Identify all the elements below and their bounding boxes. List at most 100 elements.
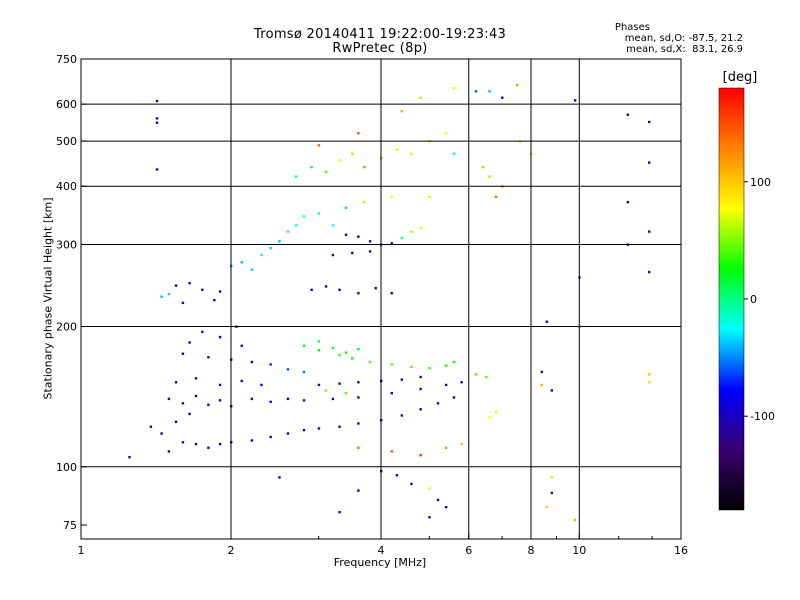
data-point <box>194 442 198 446</box>
data-point <box>278 476 281 479</box>
data-point <box>160 295 163 298</box>
data-point <box>286 432 290 435</box>
data-point <box>207 446 210 449</box>
colorbar-tick-label: 100 <box>750 176 771 189</box>
data-point <box>286 368 290 371</box>
data-point <box>317 383 321 387</box>
data-point <box>317 144 321 147</box>
data-point <box>488 175 491 178</box>
data-point <box>545 505 549 509</box>
data-point <box>174 381 178 384</box>
data-point <box>419 387 422 391</box>
data-point <box>302 215 306 218</box>
data-point <box>436 498 440 502</box>
colorbar-unit-label: [deg] <box>722 70 758 85</box>
data-point <box>344 392 348 395</box>
data-point <box>344 233 348 236</box>
data-point <box>573 99 577 102</box>
data-point <box>351 357 354 360</box>
data-point <box>324 285 328 288</box>
data-point <box>310 288 313 292</box>
data-point <box>419 96 422 99</box>
data-point <box>545 320 549 323</box>
data-point <box>344 206 348 209</box>
data-point <box>395 474 399 477</box>
data-point <box>390 242 393 245</box>
data-point <box>250 397 254 401</box>
data-point <box>516 83 519 87</box>
data-point <box>390 392 393 395</box>
data-point <box>218 335 222 339</box>
data-point <box>410 365 413 369</box>
data-point <box>149 425 153 428</box>
data-point <box>286 397 290 401</box>
data-point <box>338 382 341 385</box>
data-point <box>260 253 263 257</box>
data-point <box>201 330 204 334</box>
data-point <box>460 381 463 384</box>
data-point <box>410 152 413 155</box>
data-point <box>269 435 272 439</box>
data-point <box>317 427 321 430</box>
data-point <box>338 159 341 162</box>
data-point <box>317 212 321 215</box>
data-point <box>278 240 281 243</box>
y-axis-ticks: 75 100 200 300 400 500 600 750 <box>56 53 87 532</box>
data-point <box>260 383 263 387</box>
x-tick-label: 1 <box>78 544 85 557</box>
y-axis-label: Stationary phase Virtual Height [km] <box>41 197 55 400</box>
data-point <box>647 161 651 164</box>
data-point <box>374 286 377 290</box>
data-point <box>428 366 431 370</box>
data-point <box>460 442 463 446</box>
colorbar-gradient <box>718 87 745 511</box>
data-point <box>155 117 159 120</box>
data-point <box>181 301 185 305</box>
data-point <box>573 518 577 522</box>
stats-heading: Phases <box>614 22 650 33</box>
data-point <box>167 397 171 401</box>
x-tick-label: 2 <box>228 544 235 557</box>
data-point <box>201 288 204 292</box>
data-point <box>128 455 131 459</box>
data-point <box>174 284 178 287</box>
data-point <box>207 356 210 359</box>
data-point <box>155 168 159 171</box>
data-point <box>331 346 335 350</box>
scatter-points <box>128 83 651 522</box>
data-point <box>647 381 651 384</box>
x-tick-label: 6 <box>465 544 472 557</box>
data-point <box>357 381 360 384</box>
data-point <box>390 450 393 453</box>
data-point <box>324 170 328 173</box>
data-point <box>474 90 478 93</box>
data-point <box>647 270 651 274</box>
data-point <box>269 400 272 404</box>
data-point <box>368 360 372 364</box>
stats-o-mode: mean, sd,O: -87.5, 21.2 <box>624 33 743 44</box>
data-point <box>540 383 543 387</box>
chart-title: Tromsø 20140411 19:22:00-19:23:43 <box>253 27 507 42</box>
data-point <box>331 253 335 257</box>
data-point <box>474 373 478 376</box>
data-point <box>410 230 413 233</box>
data-point <box>218 383 222 387</box>
chart-subtitle: RwPretec (8p) <box>332 41 428 56</box>
data-point <box>419 375 422 379</box>
data-point <box>207 403 210 406</box>
data-point <box>357 347 360 351</box>
data-point <box>188 281 191 285</box>
y-tick-label: 500 <box>56 135 77 148</box>
data-point <box>400 378 404 381</box>
data-point <box>344 351 348 354</box>
data-point <box>250 439 254 442</box>
data-point <box>269 363 272 366</box>
data-point <box>324 389 328 392</box>
data-point <box>351 152 354 155</box>
data-point <box>302 428 306 432</box>
data-point <box>174 420 178 424</box>
data-point <box>240 379 243 383</box>
data-point <box>390 195 393 199</box>
data-point <box>194 394 198 398</box>
data-point <box>419 227 422 230</box>
